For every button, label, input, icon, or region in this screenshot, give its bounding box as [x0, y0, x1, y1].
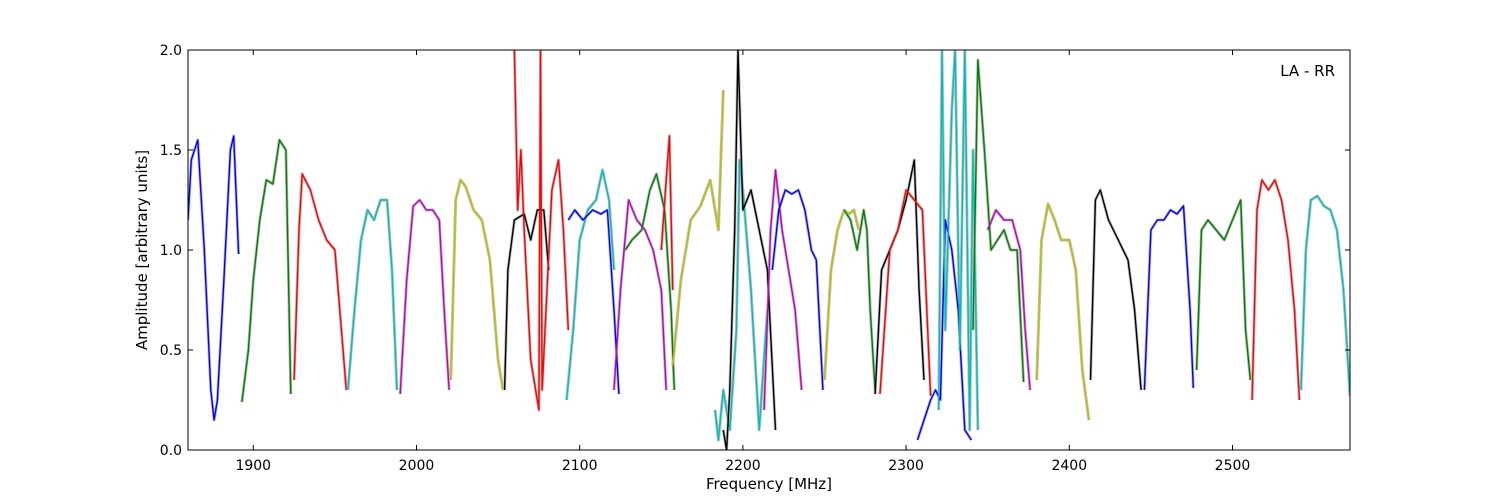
- series-line-red: [513, 50, 569, 411]
- x-tick-label: 2100: [562, 458, 598, 474]
- y-tick-label: 0.0: [160, 443, 182, 459]
- ticks-layer: 1900 2000 2100 2200 2300 2400 2500 0.0 0.5 1.0 1.5…: [160, 43, 1350, 474]
- y-tick-label: 2.0: [160, 43, 182, 59]
- y-tick-label: 0.5: [160, 343, 182, 359]
- series-line-blue: [188, 135, 240, 421]
- series-line-black: [874, 159, 925, 395]
- series-line-cyan: [1300, 195, 1350, 397]
- x-tick-label: 2200: [725, 458, 761, 474]
- series-line-magenta: [613, 199, 667, 391]
- series-line-red: [879, 189, 932, 397]
- series-line-red: [660, 135, 674, 291]
- series-line-red: [293, 173, 347, 391]
- series-line-green: [972, 59, 1025, 383]
- series-line-olive: [1036, 203, 1090, 421]
- x-tick-label: 2400: [1051, 458, 1087, 474]
- x-tick-label: 2300: [888, 458, 924, 474]
- series-line-red: [1251, 179, 1301, 401]
- series-line-magenta: [763, 169, 803, 411]
- series-line-black: [503, 209, 550, 391]
- series-line-blue: [1143, 205, 1194, 391]
- x-tick-label: 1900: [235, 458, 271, 474]
- series-line-cyan: [565, 169, 615, 401]
- series-line-magenta: [987, 209, 1031, 391]
- series-line-blue: [916, 219, 972, 441]
- series-line-olive: [450, 179, 504, 391]
- series-line-green: [241, 139, 292, 403]
- series-line-black: [1089, 189, 1142, 391]
- series-line-black: [722, 50, 777, 450]
- x-tick-label: 2000: [399, 458, 435, 474]
- x-tick-label: 2500: [1215, 458, 1251, 474]
- x-axis-label: Frequency [MHz]: [706, 475, 832, 493]
- series-layer: [188, 50, 1350, 450]
- y-tick-label: 1.0: [160, 243, 182, 259]
- y-axis-label: Amplitude [arbitrary units]: [133, 150, 151, 350]
- series-line-green: [624, 173, 675, 391]
- series-line-cyan: [347, 199, 398, 391]
- series-line-green: [1195, 199, 1252, 381]
- series-line-magenta: [399, 199, 450, 395]
- annotation-label: LA - RR: [1280, 62, 1335, 80]
- series-line-green: [843, 209, 876, 391]
- y-tick-label: 1.5: [160, 143, 182, 159]
- series-line-cyan: [938, 50, 979, 431]
- series-line-blue: [771, 189, 824, 391]
- series-line-olive: [672, 89, 724, 367]
- series-line-cyan: [714, 159, 769, 441]
- series-line-blue: [567, 209, 620, 395]
